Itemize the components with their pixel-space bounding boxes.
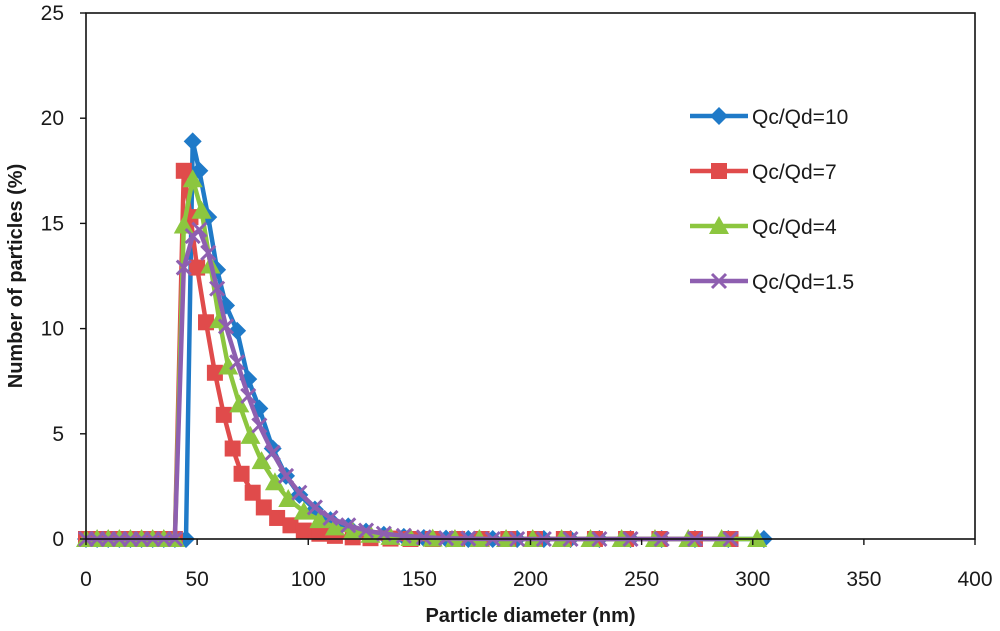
- y-axis-title: Number of particles (%): [5, 164, 27, 388]
- data-point: [277, 467, 295, 484]
- data-point: [306, 499, 323, 516]
- data-point: [291, 484, 308, 501]
- legend-label: Qc/Qd=4: [752, 216, 837, 239]
- data-point: [233, 465, 250, 482]
- x-tick-label: 250: [624, 568, 659, 591]
- data-point: [395, 527, 412, 544]
- data-point: [240, 387, 257, 404]
- data-point: [228, 321, 247, 340]
- data-point: [282, 517, 299, 534]
- legend-item: Qc/Qd=10: [690, 106, 848, 129]
- axis-layer: 0 50 100 150 200 250 300 350 400 0 5 10 15 20 25: [41, 2, 993, 591]
- data-point: [437, 530, 455, 547]
- legend-marker: [709, 216, 729, 234]
- data-point: [322, 509, 339, 527]
- x-tick-label: 350: [846, 568, 881, 591]
- x-tick-label: 200: [513, 568, 548, 591]
- x-axis-title: Particle diameter (nm): [425, 605, 635, 627]
- data-point: [229, 354, 246, 371]
- y-tick-label: 20: [41, 107, 64, 130]
- x-tick-label: 0: [80, 568, 92, 591]
- y-tick-label: 25: [41, 2, 64, 25]
- y-tick-label: 5: [52, 423, 64, 446]
- data-point: [206, 364, 223, 381]
- y-tick-label: 15: [41, 212, 64, 235]
- data-point: [278, 489, 299, 508]
- x-tick-label: 100: [291, 568, 326, 591]
- legend-item: Qc/Qd=7: [690, 161, 837, 184]
- data-point: [251, 451, 272, 470]
- legend-item: Qc/Qd=1.5: [690, 271, 854, 294]
- legend-marker: [711, 163, 727, 179]
- data-point: [182, 169, 203, 188]
- data-point: [269, 509, 286, 526]
- data-point: [224, 440, 241, 457]
- y-tick-label: 0: [52, 528, 64, 551]
- data-point: [244, 484, 261, 501]
- data-point: [183, 132, 202, 151]
- data-point: [250, 399, 269, 418]
- x-tick-label: 400: [957, 568, 992, 591]
- data-point: [175, 162, 192, 179]
- legend-label: Qc/Qd=10: [752, 106, 848, 129]
- data-point: [173, 215, 194, 234]
- data-point: [264, 444, 281, 461]
- data-point: [251, 417, 268, 434]
- legend-label: Qc/Qd=1.5: [752, 271, 854, 294]
- data-point: [229, 394, 250, 413]
- data-point: [198, 314, 215, 331]
- data-point: [255, 499, 272, 516]
- data-point: [191, 221, 208, 238]
- data-point: [191, 200, 212, 219]
- data-point: [295, 522, 312, 539]
- data-point: [200, 244, 217, 261]
- data-point: [324, 517, 345, 536]
- data-point: [217, 318, 235, 335]
- legend-marker: [710, 107, 728, 125]
- data-point: [264, 472, 285, 491]
- legend-marker: [710, 272, 728, 290]
- data-point: [218, 356, 239, 375]
- data-point: [311, 525, 328, 542]
- x-tick-label: 50: [185, 568, 208, 591]
- legend-label: Qc/Qd=7: [752, 161, 837, 184]
- x-tick-label: 150: [402, 568, 437, 591]
- data-point: [240, 425, 261, 444]
- legend-item: Qc/Qd=4: [690, 216, 837, 239]
- data-point: [189, 259, 206, 276]
- data-point: [215, 406, 232, 423]
- legend: Qc/Qd=10 Qc/Qd=7 Qc/Qd=4 Qc/Qd=1.5: [690, 106, 854, 294]
- data-point: [357, 522, 375, 539]
- data-point: [175, 259, 192, 276]
- data-point: [209, 280, 226, 297]
- y-tick-label: 10: [41, 318, 64, 341]
- data-point: [340, 517, 357, 534]
- x-tick-label: 300: [735, 568, 770, 591]
